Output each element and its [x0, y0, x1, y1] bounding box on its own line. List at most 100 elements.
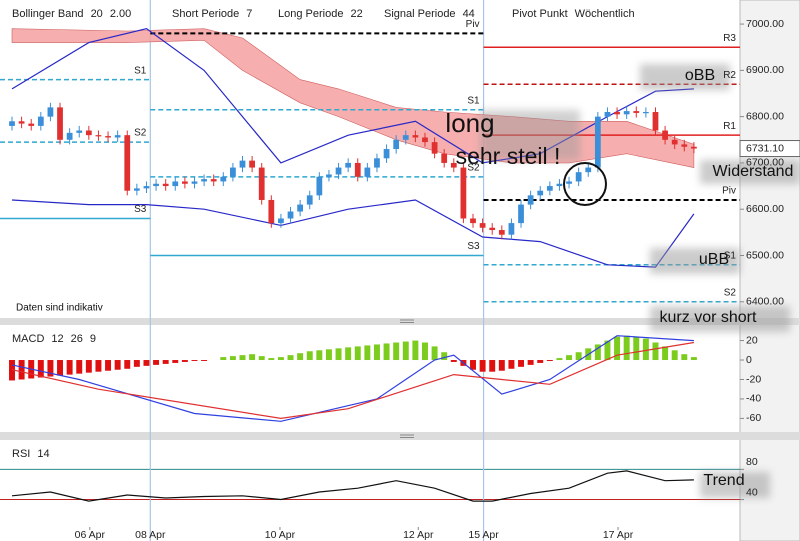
y-tick-label: 0: [746, 354, 752, 366]
histogram-bar: [575, 352, 582, 361]
indicator-name: Signal Periode: [384, 8, 456, 20]
annotation: long: [445, 108, 494, 138]
histogram-bar: [162, 360, 169, 364]
candle-body: [268, 199, 275, 224]
x-tick-label: 15 Apr: [468, 529, 499, 541]
histogram-bar: [287, 355, 294, 361]
histogram-bar: [239, 355, 246, 361]
histogram-bar: [556, 358, 563, 361]
histogram-bar: [614, 336, 621, 361]
histogram-bar: [652, 342, 659, 361]
candle-body: [162, 183, 169, 187]
x-tick-label: 12 Apr: [403, 529, 434, 541]
histogram-bar: [181, 360, 188, 362]
indicator-param: 20: [91, 8, 103, 20]
y-tick-label: 20: [746, 334, 758, 346]
candle-body: [585, 167, 592, 173]
histogram-bar: [220, 357, 227, 361]
grid-layer: [0, 0, 744, 541]
candle-body: [633, 111, 640, 113]
candle-body: [133, 188, 140, 191]
indicator-param: 22: [350, 8, 362, 20]
indicator-name: RSI: [12, 448, 30, 460]
histogram-bar: [124, 360, 131, 369]
candle-body: [181, 181, 188, 184]
annotation: uBB: [699, 251, 729, 268]
candle-body: [258, 167, 265, 200]
candle-body: [681, 144, 688, 147]
histogram-bar: [671, 350, 678, 361]
candle-body: [316, 176, 323, 196]
histogram-bar: [527, 360, 534, 365]
histogram-bar: [18, 360, 25, 380]
histogram-bar: [518, 360, 525, 367]
histogram-bar: [690, 357, 697, 361]
pivot-label: S2: [467, 162, 480, 173]
indicator-name: Short Periode: [172, 8, 239, 20]
candle-body: [105, 136, 111, 138]
annotation: sehr steil !: [456, 143, 561, 169]
candle-body: [383, 149, 390, 159]
histogram-bar: [345, 347, 352, 361]
histogram-bar: [537, 360, 544, 363]
indicator-param: 14: [37, 448, 49, 460]
histogram-bar: [306, 351, 313, 361]
histogram-bar: [604, 340, 611, 361]
candle-body: [153, 183, 159, 187]
candle-body: [239, 160, 246, 168]
candle-body: [114, 135, 121, 138]
pivot-label: S3: [134, 204, 147, 215]
pivot-label: R2: [723, 70, 736, 81]
candle-body: [422, 137, 428, 143]
highlight-circle: [563, 162, 607, 206]
annotation-shadow: [640, 64, 730, 90]
macd-line: [11, 335, 694, 422]
candle-body: [527, 195, 534, 205]
histogram-bar: [354, 346, 361, 361]
y-tick-label: 6500.00: [746, 249, 784, 261]
candle-body: [172, 181, 179, 187]
histogram-bar: [479, 360, 486, 372]
pivot-label: S1: [134, 65, 147, 76]
pivot-label: R1: [723, 121, 736, 132]
candle-body: [143, 186, 150, 189]
candle-body: [460, 167, 467, 219]
candle-body: [556, 183, 563, 187]
candle-body: [28, 123, 35, 126]
histogram-bar: [47, 360, 54, 377]
candle-body: [441, 153, 448, 163]
histogram-bar: [412, 340, 419, 361]
candle-body: [566, 181, 572, 184]
panel-divider: [0, 432, 800, 440]
candle-body: [9, 121, 15, 126]
annotation-shadow: [480, 110, 580, 160]
x-tick-label: 08 Apr: [135, 529, 166, 541]
annotation-shadow: [650, 248, 740, 274]
candle-body: [335, 167, 342, 175]
annotation-shadow: [700, 472, 770, 498]
candle-body: [614, 112, 620, 115]
candle-body: [85, 130, 92, 136]
histogram-bar: [297, 353, 304, 361]
histogram-bar: [681, 354, 688, 361]
histogram-bar: [105, 360, 112, 371]
histogram-bar: [373, 344, 380, 361]
pivot-label: S2: [134, 128, 147, 139]
histogram-bar: [422, 342, 428, 361]
histogram-bar: [489, 360, 496, 372]
candle-body: [508, 223, 515, 235]
histogram-bar: [594, 344, 601, 361]
pivot-label: Piv: [466, 19, 480, 30]
pivot-label: Piv: [722, 186, 736, 197]
candle-body: [594, 116, 601, 168]
candle-body: [345, 162, 352, 168]
candle-body: [57, 107, 63, 140]
candle-body: [537, 190, 544, 196]
candle-body: [691, 146, 697, 149]
candle-body: [37, 116, 44, 126]
x-tick-label: 06 Apr: [75, 529, 106, 541]
divider-grip: [400, 319, 414, 438]
candle-body: [354, 162, 361, 177]
indicator-param: 44: [463, 8, 475, 20]
